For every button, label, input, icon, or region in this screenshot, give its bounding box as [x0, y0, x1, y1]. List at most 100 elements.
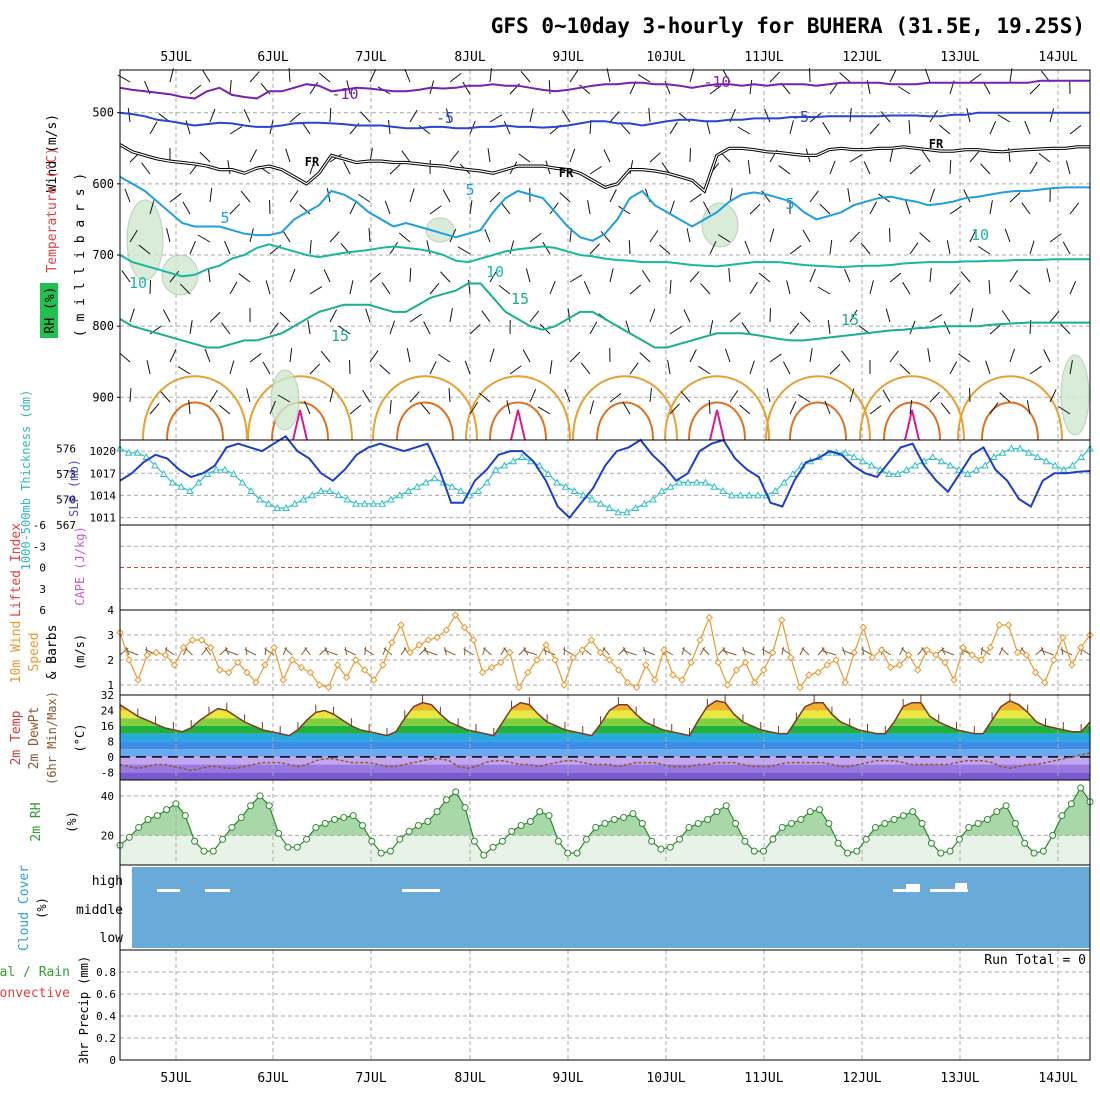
wind10m-point — [551, 656, 559, 664]
wind-barb — [729, 312, 741, 323]
thickness-point — [299, 495, 308, 503]
wind10m-point — [732, 666, 741, 674]
wind-barb — [889, 350, 899, 363]
thickness-point — [133, 448, 142, 456]
wind-barb — [744, 240, 751, 255]
wind-barb — [724, 348, 731, 363]
thickness-point — [990, 452, 998, 460]
wind-barb — [609, 189, 617, 203]
wind-barb — [320, 350, 331, 363]
wind-barb — [824, 400, 831, 415]
thickness-point — [159, 469, 168, 477]
thickness-point — [657, 486, 666, 494]
wind10m-barb — [282, 646, 287, 656]
thickness-point — [273, 503, 282, 511]
wind-barb — [849, 108, 852, 123]
rh2m-point — [685, 823, 693, 831]
rh2m-point — [713, 808, 721, 816]
wind-barb — [600, 230, 611, 243]
ylabel-rh: RH (%) — [43, 287, 58, 334]
wind-barb — [289, 348, 293, 363]
wind-barb — [829, 240, 833, 255]
wind-barb — [747, 160, 751, 175]
precip-bg — [120, 950, 1090, 1060]
wind10m-barb — [1061, 646, 1064, 656]
wind10m-point — [623, 678, 632, 687]
wind-barb — [583, 281, 591, 295]
wind-barb — [279, 311, 291, 323]
wind10m-point — [850, 648, 859, 657]
wind-barb — [847, 188, 851, 203]
rh2m-point — [816, 806, 824, 814]
wind10m-barb — [623, 650, 637, 656]
wind-barb — [764, 108, 771, 123]
rh2m-ytick-label: 20 — [101, 829, 114, 842]
wind-barb — [889, 148, 894, 163]
thickness-point — [780, 478, 788, 486]
wind10m-point — [1068, 661, 1076, 669]
wind-barb — [169, 349, 177, 363]
wind-barb — [849, 154, 863, 163]
wind10m-barb — [482, 646, 486, 656]
wind-barb — [902, 281, 911, 295]
thickness-point — [736, 491, 745, 499]
rh2m-point — [974, 819, 982, 827]
wind10m-barb — [444, 646, 447, 656]
rh2m-point — [461, 804, 469, 812]
wind10m-point — [814, 668, 822, 677]
wind10m-point — [977, 656, 985, 664]
wind-barb — [309, 240, 312, 255]
wind10m-point — [487, 663, 496, 672]
thickness-point — [902, 465, 911, 473]
wind10m-point — [533, 656, 541, 664]
thickness-point — [334, 491, 343, 499]
ylabel-wind: Wind (m/s) — [45, 114, 60, 192]
wind-barb — [329, 107, 332, 123]
slp-thickness-panel: 1020 1017 1014 1011 576 573 570 567 — [56, 434, 1094, 532]
wind-barb — [1038, 152, 1051, 163]
contour-label: 10 — [971, 226, 989, 244]
thickness-point — [168, 478, 177, 486]
rh2m-point — [844, 849, 851, 857]
wind-barb — [909, 400, 913, 415]
thickness-point — [841, 448, 850, 456]
wind10m-barb — [899, 647, 904, 656]
upper-air-ytick-label: 600 — [92, 177, 114, 191]
wind-barb — [559, 192, 571, 203]
wind-barb — [949, 205, 962, 215]
rh2m-point — [433, 808, 441, 816]
wind-barb — [817, 286, 831, 295]
wind-barb — [609, 392, 622, 403]
wind-barb — [249, 149, 258, 163]
wind10m-barb — [980, 648, 991, 656]
precip-frame — [119, 949, 1091, 1061]
thickness-point — [413, 482, 421, 490]
wind10m-point — [723, 681, 732, 689]
wind-barb — [1062, 241, 1071, 255]
wind-barb — [989, 402, 999, 415]
wind10m-barb — [742, 649, 755, 656]
wind10m-point — [252, 678, 260, 687]
wind-barb — [445, 108, 451, 123]
contour-25-bump — [981, 401, 1039, 441]
wind10m-point — [506, 648, 514, 657]
wind-barb — [1049, 310, 1060, 323]
wind-barb — [999, 392, 1011, 403]
wind-barb — [469, 200, 473, 215]
wind-barb — [946, 240, 951, 255]
rh2m-point — [648, 837, 656, 845]
wind10m-point — [923, 646, 931, 654]
rh2m-point — [172, 800, 180, 808]
thickness-point — [754, 491, 762, 499]
contour-line--5 — [119, 111, 1090, 130]
wind-barb — [667, 360, 671, 375]
slp-line — [119, 434, 1091, 520]
rh2m-point — [927, 839, 935, 847]
thickness-point — [998, 448, 1007, 456]
wind10m-point — [179, 643, 188, 652]
thickness-point — [1016, 444, 1024, 452]
wind-barb — [789, 322, 800, 335]
wind-barb — [209, 389, 218, 403]
wind-barb — [503, 121, 511, 135]
wind-barb — [127, 108, 131, 123]
